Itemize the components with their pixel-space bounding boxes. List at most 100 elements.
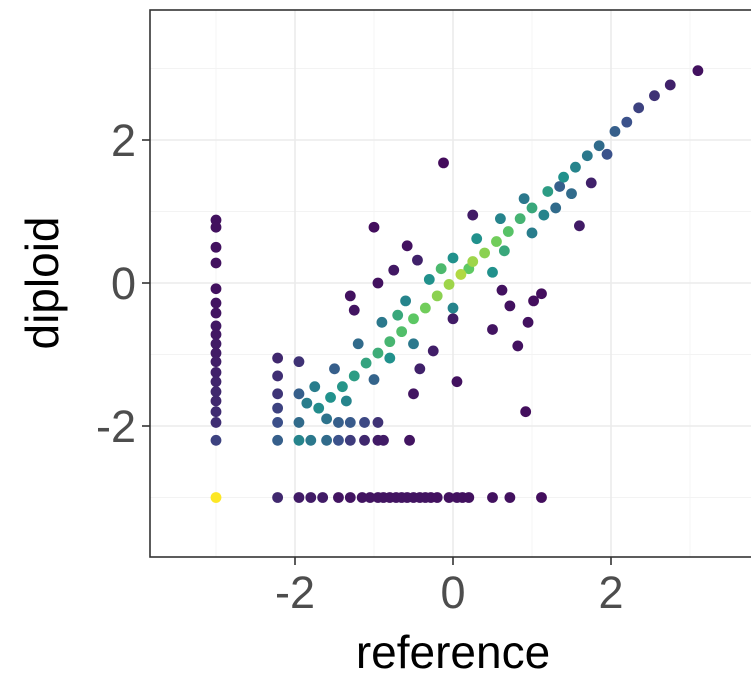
data-point <box>384 336 396 348</box>
data-point <box>593 140 605 152</box>
data-point <box>601 148 613 160</box>
data-point <box>408 338 419 350</box>
data-point <box>526 202 538 214</box>
x-tick-label: -2 <box>275 567 315 618</box>
data-point <box>321 434 332 446</box>
plot-points <box>210 65 704 503</box>
data-point <box>536 288 547 300</box>
data-point <box>325 392 336 403</box>
data-point <box>388 264 400 276</box>
data-point <box>518 193 530 205</box>
data-point <box>487 324 498 335</box>
data-point <box>621 116 633 128</box>
data-point <box>210 241 222 253</box>
data-point <box>609 126 621 137</box>
data-point <box>272 352 284 364</box>
y-tick-label: 0 <box>111 258 136 309</box>
data-point <box>558 171 569 183</box>
data-point <box>305 434 317 446</box>
data-point <box>210 320 222 332</box>
data-point <box>272 417 284 428</box>
data-point <box>333 434 344 446</box>
data-point <box>210 329 222 340</box>
data-point <box>408 313 419 325</box>
data-point <box>443 279 455 290</box>
data-point <box>495 213 506 225</box>
data-point <box>333 492 344 503</box>
data-point <box>522 316 534 328</box>
data-point <box>378 434 389 446</box>
data-point <box>368 221 380 233</box>
data-point <box>364 492 376 503</box>
data-point <box>321 413 332 425</box>
data-point <box>293 388 305 400</box>
data-point <box>512 340 524 352</box>
data-point <box>649 90 660 102</box>
data-point <box>272 402 284 414</box>
data-point <box>581 150 593 162</box>
data-point <box>272 434 284 446</box>
data-point <box>401 240 413 252</box>
data-point <box>504 492 516 503</box>
data-point <box>392 309 404 321</box>
y-tick-label: 2 <box>111 115 136 166</box>
data-point <box>435 263 447 275</box>
data-point <box>427 345 439 357</box>
data-point <box>368 374 380 385</box>
data-point <box>372 417 384 428</box>
data-point <box>502 226 514 237</box>
data-point <box>431 290 443 302</box>
x-tick-label: 0 <box>440 567 465 618</box>
data-point <box>210 338 222 350</box>
data-point <box>542 186 554 197</box>
data-point <box>210 366 222 378</box>
data-point <box>443 492 455 503</box>
data-point <box>451 376 463 388</box>
x-tick-label: 2 <box>598 567 623 618</box>
data-point <box>344 492 356 503</box>
data-point <box>317 492 329 503</box>
data-point <box>210 257 222 269</box>
x-axis-ticks: -2 0 2 <box>275 557 624 618</box>
x-axis-title: reference <box>356 626 550 676</box>
data-point <box>496 284 508 296</box>
data-point <box>210 283 222 295</box>
data-point <box>210 347 222 359</box>
data-point <box>305 492 317 503</box>
data-point <box>329 363 340 375</box>
data-point <box>344 290 356 302</box>
data-point <box>210 297 222 309</box>
data-point <box>293 417 305 428</box>
data-point <box>431 492 443 503</box>
data-point <box>467 209 479 221</box>
data-point <box>455 269 467 280</box>
data-point <box>293 434 305 446</box>
data-point <box>479 247 490 259</box>
data-point <box>272 492 284 503</box>
data-point <box>372 347 384 359</box>
data-point <box>447 313 459 325</box>
data-point <box>498 245 510 257</box>
data-point <box>400 295 411 307</box>
data-point <box>340 395 352 407</box>
data-point <box>348 304 360 316</box>
data-point <box>313 402 325 414</box>
data-point <box>463 492 475 503</box>
y-tick-label: -2 <box>96 401 136 452</box>
data-point <box>412 254 423 266</box>
data-point <box>210 417 222 428</box>
data-point <box>554 181 566 192</box>
data-point <box>210 386 222 398</box>
data-point <box>664 79 676 91</box>
data-point <box>352 338 364 350</box>
data-point <box>419 492 431 503</box>
data-point <box>471 233 483 245</box>
data-point <box>272 370 284 382</box>
data-point <box>210 376 222 388</box>
data-point <box>520 406 532 418</box>
data-point <box>566 188 577 200</box>
plot-gridlines <box>150 10 751 557</box>
data-point <box>419 302 431 314</box>
data-point <box>333 417 344 428</box>
data-point <box>293 492 305 503</box>
